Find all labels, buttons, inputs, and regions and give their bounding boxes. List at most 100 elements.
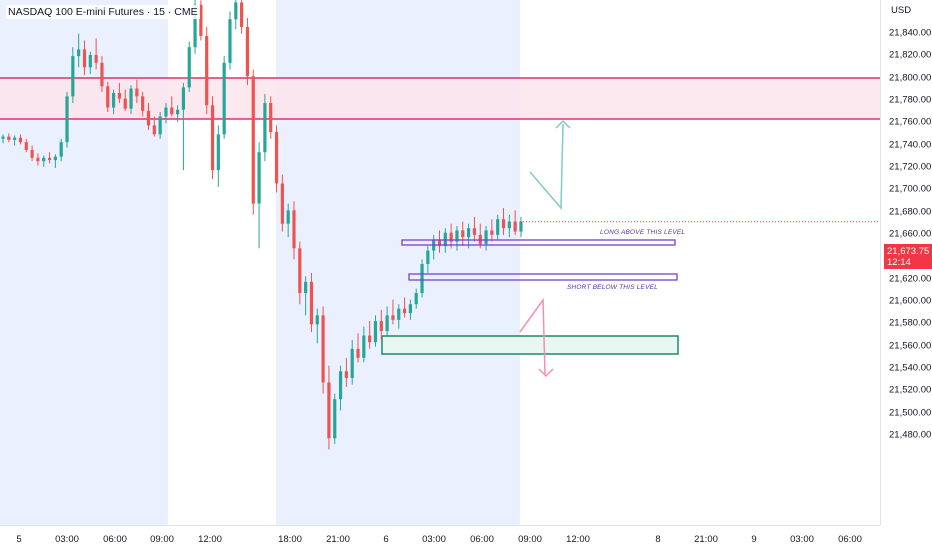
bear-candle bbox=[152, 116, 156, 137]
time-tick-label: 06:00 bbox=[838, 534, 862, 545]
time-axis[interactable]: 5 03:00 06:00 09:00 12:00 18:00 21:00 6 03:00 06:… bbox=[0, 525, 880, 551]
bull-candle bbox=[216, 125, 220, 187]
bull-candle bbox=[65, 91, 69, 148]
price-tick-label: 21,560.00 bbox=[889, 340, 932, 352]
time-tick-label: 6 bbox=[383, 534, 389, 545]
bull-candle bbox=[1, 134, 5, 144]
bull-candle bbox=[467, 223, 471, 249]
bull-candle bbox=[338, 365, 343, 411]
bull-candle bbox=[234, 0, 238, 30]
bear-candle bbox=[251, 69, 255, 215]
bear-candle bbox=[280, 174, 284, 232]
bear-candle bbox=[205, 27, 209, 115]
candlestick-chart[interactable]: LONG ABOVE THIS LEVEL SHORT BELOW THIS LE… bbox=[0, 0, 880, 525]
long-projection-path bbox=[529, 123, 564, 210]
time-tick-label: 09:00 bbox=[518, 534, 542, 545]
price-tick-label: 21,480.00 bbox=[889, 429, 932, 441]
bear-candle bbox=[117, 82, 121, 104]
bear-candle bbox=[327, 365, 331, 450]
bull-candle bbox=[362, 326, 366, 363]
price-tick-label: 21,740.00 bbox=[889, 139, 932, 151]
price-tick-label: 21,580.00 bbox=[889, 317, 932, 329]
bull-candle bbox=[507, 214, 511, 238]
currency-label[interactable]: USD bbox=[891, 5, 912, 16]
time-tick-label: 21:00 bbox=[326, 534, 350, 545]
current-price-tag: 21,673.75 12:14 bbox=[884, 244, 932, 269]
bear-candle bbox=[47, 152, 52, 164]
bull-candle bbox=[304, 276, 308, 316]
time-tick-label: 06:00 bbox=[103, 534, 127, 545]
bear-candle bbox=[94, 38, 98, 70]
price-tick-label: 21,820.00 bbox=[889, 49, 932, 61]
bear-candle bbox=[18, 134, 23, 145]
bear-candle bbox=[391, 299, 395, 325]
bull-candle bbox=[286, 203, 290, 238]
bear-candle bbox=[146, 103, 151, 130]
bull-candle bbox=[176, 105, 180, 123]
bull-candle bbox=[414, 288, 418, 309]
time-tick-label: 03:00 bbox=[55, 534, 79, 545]
bull-candle bbox=[385, 306, 389, 336]
price-tick-label: 21,620.00 bbox=[889, 273, 932, 285]
time-tick-label: 12:00 bbox=[566, 534, 590, 545]
bull-candle bbox=[484, 225, 488, 251]
time-tick-label: 5 bbox=[16, 534, 22, 545]
long-arrow-head bbox=[555, 119, 571, 129]
bull-candle bbox=[519, 217, 523, 238]
bear-candle bbox=[7, 133, 11, 143]
bull-candle bbox=[496, 214, 500, 240]
long-level-label: LONG ABOVE THIS LEVEL bbox=[600, 229, 685, 236]
bull-candle bbox=[420, 259, 424, 298]
time-tick-label: 09:00 bbox=[150, 534, 174, 545]
price-tick-label: 21,780.00 bbox=[889, 94, 932, 106]
bear-candle bbox=[356, 333, 360, 363]
time-tick-label: 8 bbox=[655, 534, 661, 545]
chart-pane[interactable]: LONG ABOVE THIS LEVEL SHORT BELOW THIS LE… bbox=[0, 0, 880, 525]
time-tick-label: 9 bbox=[751, 534, 757, 545]
price-axis[interactable]: USD 21,840.00 21,820.00 21,800.00 21,780.00… bbox=[880, 0, 932, 525]
resistance-zone bbox=[0, 78, 880, 119]
bull-candle bbox=[187, 41, 191, 92]
bear-candle bbox=[292, 201, 296, 260]
bull-candle bbox=[315, 308, 319, 344]
bear-candle bbox=[135, 79, 139, 104]
bull-candle bbox=[53, 154, 57, 168]
bear-candle bbox=[100, 56, 104, 92]
bear-candle bbox=[123, 89, 127, 111]
price-tick-label: 21,540.00 bbox=[889, 362, 932, 374]
bull-candle bbox=[397, 304, 401, 329]
price-tick-label: 21,840.00 bbox=[889, 27, 932, 39]
short-arrow-head bbox=[538, 368, 554, 378]
bull-candle bbox=[77, 33, 81, 68]
bear-candle bbox=[402, 297, 407, 318]
bear-candle bbox=[210, 96, 215, 180]
price-tick-label: 21,500.00 bbox=[889, 407, 932, 419]
bull-candle bbox=[228, 11, 232, 70]
bar-countdown: 12:14 bbox=[887, 257, 911, 268]
symbol-title[interactable]: NASDAQ 100 E-mini Futures · 15 · CME bbox=[6, 5, 200, 19]
time-tick-label: 18:00 bbox=[278, 534, 302, 545]
bear-candle bbox=[472, 217, 477, 242]
time-tick-label: 03:00 bbox=[790, 534, 814, 545]
bear-candle bbox=[309, 272, 314, 333]
bull-candle bbox=[333, 393, 337, 444]
bull-candle bbox=[408, 299, 412, 320]
bull-candle bbox=[42, 155, 46, 167]
bear-candle bbox=[141, 91, 145, 117]
price-tick-label: 21,760.00 bbox=[889, 116, 932, 128]
bull-candle bbox=[71, 47, 75, 104]
bull-candle bbox=[59, 138, 63, 162]
current-price: 21,673.75 bbox=[887, 246, 930, 257]
time-tick-label: 06:00 bbox=[470, 534, 494, 545]
time-tick-label: 21:00 bbox=[694, 534, 718, 545]
time-tick-label: 12:00 bbox=[198, 534, 222, 545]
short-level-label: SHORT BELOW THIS LEVEL bbox=[567, 284, 658, 291]
bull-candle bbox=[350, 339, 354, 385]
bear-candle bbox=[199, 0, 203, 41]
bear-candle bbox=[24, 138, 28, 153]
bear-candle bbox=[245, 18, 250, 86]
demand-zone-box bbox=[381, 335, 679, 355]
bear-candle bbox=[379, 309, 383, 340]
bear-candle bbox=[344, 357, 348, 387]
bear-candle bbox=[82, 40, 87, 76]
